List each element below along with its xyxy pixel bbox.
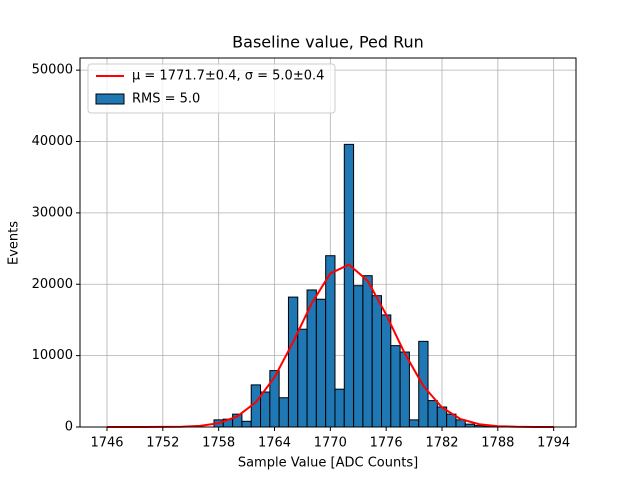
legend-bar-swatch	[95, 93, 125, 105]
bar	[353, 285, 364, 428]
x-axis-label: Sample Value [ADC Counts]	[238, 456, 418, 471]
y-axis-label: Events	[7, 221, 22, 265]
y-tick-label: 30000	[32, 205, 73, 220]
bar	[241, 420, 252, 428]
y-tick-label: 40000	[32, 134, 73, 149]
bar	[269, 370, 280, 428]
bar	[260, 391, 271, 428]
bar	[381, 314, 392, 428]
legend-label: μ = 1771.7±0.4, σ = 5.0±0.4	[132, 69, 324, 84]
bar	[399, 351, 410, 428]
axes-frame	[79, 57, 577, 428]
bar	[287, 296, 299, 428]
x-tick-label: 1746	[90, 436, 123, 451]
bar	[343, 143, 355, 428]
x-tick-label: 1770	[314, 436, 347, 451]
x-tick-label: 1764	[258, 436, 291, 451]
bar	[390, 345, 401, 428]
bar	[427, 400, 438, 428]
bar	[297, 328, 308, 428]
y-tick-label: 10000	[32, 348, 73, 363]
bar	[408, 419, 420, 428]
legend-label: RMS = 5.0	[132, 92, 200, 107]
y-tick-label: 50000	[32, 63, 73, 78]
bar	[325, 255, 336, 428]
bar	[334, 388, 345, 428]
legend-box	[87, 63, 336, 114]
x-tick-label: 1782	[425, 436, 458, 451]
x-tick-label: 1788	[481, 436, 514, 451]
bar	[278, 397, 289, 428]
x-tick-label: 1752	[146, 436, 179, 451]
ticks: 1746 1752 1758 1764 1770 1776 1782 1788 1794 0 100…	[32, 63, 571, 451]
chart-title: Baseline value, Ped Run	[232, 33, 424, 52]
y-tick-label: 20000	[32, 277, 73, 292]
x-tick-label: 1794	[537, 436, 570, 451]
x-tick-label: 1776	[370, 436, 403, 451]
bar	[315, 298, 327, 428]
bar	[362, 275, 373, 428]
x-tick-label: 1758	[202, 436, 235, 451]
y-tick-label: 0	[65, 420, 73, 435]
bar	[371, 295, 383, 428]
legend: μ = 1771.7±0.4, σ = 5.0±0.4 RMS = 5.0	[87, 63, 336, 114]
